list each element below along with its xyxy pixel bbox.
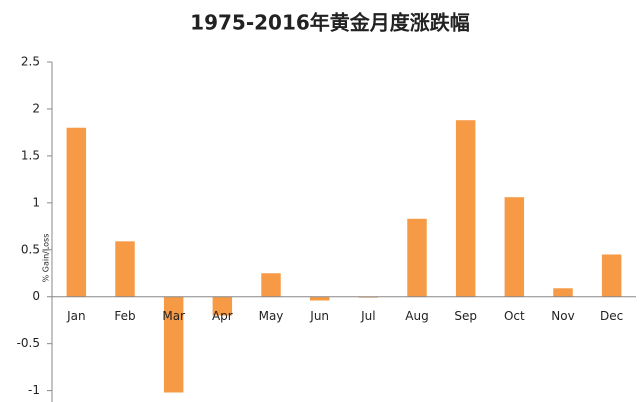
bar	[309, 296, 330, 301]
y-tick-label: 0.5	[21, 242, 40, 256]
x-tick-label: Feb	[114, 309, 135, 323]
bar	[212, 296, 233, 316]
chart-title: 1975-2016年黄金月度涨跌幅	[190, 11, 470, 35]
x-tick-label: Sep	[454, 309, 477, 323]
x-tick-label: Aug	[405, 309, 428, 323]
y-tick-label: -1	[28, 383, 40, 397]
bar	[163, 296, 184, 393]
y-tick-label: 0	[32, 289, 40, 303]
y-axis-label: % Gain/Loss	[42, 234, 51, 283]
bar	[455, 120, 476, 297]
bar	[553, 288, 573, 297]
bar	[504, 197, 525, 297]
bar	[407, 218, 427, 297]
x-tick-label: Nov	[551, 309, 574, 323]
x-tick-label: Dec	[600, 309, 623, 323]
bar	[601, 254, 622, 297]
y-tick-label: 1	[32, 195, 40, 209]
x-tick-label: Jun	[309, 309, 329, 323]
x-tick-label: Oct	[504, 309, 525, 323]
x-tick-label: Mar	[162, 309, 185, 323]
y-tick-label: 2	[32, 101, 40, 115]
x-tick-label: Jul	[360, 309, 375, 323]
x-tick-label: May	[259, 309, 284, 323]
x-tick-label: Apr	[212, 309, 233, 323]
y-tick-label: 2.5	[21, 55, 40, 69]
x-tick-label: Jan	[66, 309, 86, 323]
bar	[66, 127, 87, 297]
y-tick-label: 1.5	[21, 148, 40, 162]
bar	[115, 241, 135, 297]
bar	[261, 273, 281, 297]
y-tick-label: -0.5	[17, 336, 40, 350]
